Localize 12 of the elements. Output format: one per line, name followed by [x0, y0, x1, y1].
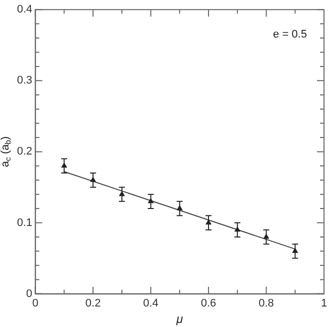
x-tick-label: 0.6 [200, 297, 216, 310]
y-tick-label: 0.4 [16, 4, 32, 16]
x-axis-title: μ [175, 312, 184, 326]
x-tick-label: 0.8 [258, 297, 274, 310]
y-tick-label: 0.1 [16, 216, 32, 229]
y-tick-label: 0.2 [16, 146, 32, 158]
x-tick-label: 0.4 [143, 297, 158, 310]
y-tick-label: 0.3 [16, 74, 32, 87]
x-tick-label: 0.2 [85, 297, 101, 310]
y-tick-label: 0 [26, 288, 32, 300]
annotation: e = 0.5 [273, 28, 307, 41]
x-tick-label: 1 [320, 297, 328, 310]
